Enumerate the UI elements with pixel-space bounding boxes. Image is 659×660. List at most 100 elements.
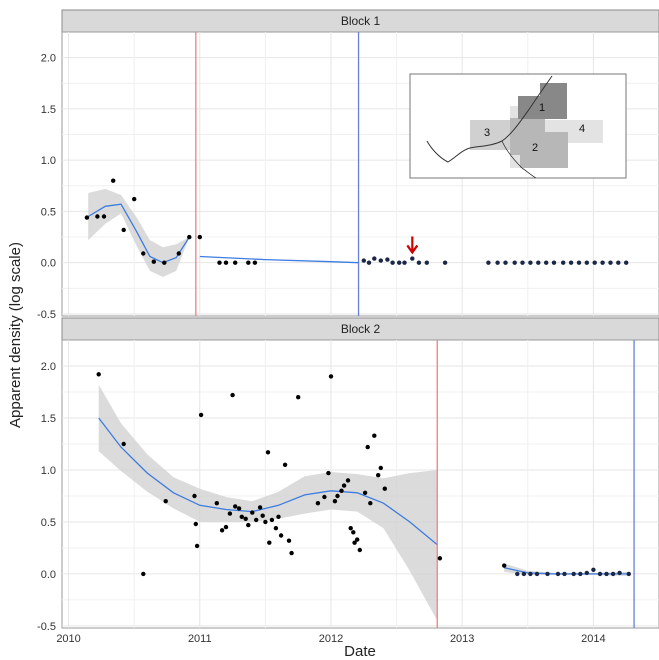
- data-point: [351, 530, 356, 535]
- data-point: [397, 260, 402, 265]
- data-point: [437, 556, 443, 561]
- data-point: [528, 260, 533, 265]
- data-point: [366, 260, 372, 265]
- data-point: [267, 540, 272, 545]
- data-point: [365, 444, 370, 450]
- facet-title: Block 2: [341, 322, 381, 336]
- data-point: [562, 571, 567, 577]
- data-point: [328, 374, 334, 379]
- smooth-fit-line: [87, 203, 359, 264]
- facet-panels: Block 1 -0.5 0.0 0.5 1.0 1.5 2.0 1 2 3 4 Block 2 -0.…: [37, 9, 659, 633]
- x-tick-label: 2014: [581, 633, 605, 645]
- inset-boundary: [501, 140, 537, 179]
- data-point: [269, 517, 275, 523]
- data-point: [591, 567, 596, 572]
- data-point: [162, 260, 167, 265]
- data-point: [141, 571, 146, 577]
- data-point: [376, 473, 381, 478]
- data-point: [551, 260, 557, 265]
- data-point: [246, 522, 251, 528]
- data-point: [534, 571, 540, 577]
- data-point: [239, 514, 244, 519]
- data-point: [410, 256, 415, 261]
- data-point: [265, 450, 271, 455]
- data-point: [345, 478, 351, 483]
- data-point: [223, 524, 229, 530]
- data-point: [101, 214, 107, 219]
- data-point: [315, 501, 321, 506]
- data-point: [254, 517, 259, 523]
- data-point: [132, 196, 137, 202]
- y-axis-title: Apparent density (log scale): [7, 242, 24, 428]
- data-point: [250, 510, 255, 515]
- data-point: [276, 514, 281, 519]
- data-point: [141, 251, 146, 256]
- data-point: [571, 571, 576, 577]
- inset-zone-label: 2: [532, 142, 538, 154]
- data-point: [236, 506, 242, 511]
- data-point: [296, 395, 301, 400]
- data-point: [282, 462, 288, 467]
- data-point: [151, 259, 156, 264]
- facet-panel: Block 1 -0.5 0.0 0.5 1.0 1.5 2.0 1 2 3 4: [37, 9, 659, 321]
- data-point: [223, 260, 229, 265]
- data-point: [385, 257, 390, 262]
- data-point: [260, 513, 265, 518]
- data-point: [503, 260, 508, 265]
- y-tick-label: 1.5: [41, 104, 56, 116]
- data-point: [604, 571, 609, 577]
- data-point: [568, 260, 574, 265]
- data-point: [576, 260, 582, 265]
- facet-panel: Block 2 -0.5 0.0 0.5 1.0 1.5 2.0: [37, 317, 659, 633]
- y-tick-label: 0.5: [41, 517, 56, 529]
- data-point: [348, 526, 353, 531]
- data-point: [495, 260, 500, 265]
- data-point: [341, 483, 347, 488]
- data-point: [378, 465, 383, 471]
- x-axis-ticks: 2010 2011 2012 2013 2014: [56, 633, 605, 645]
- x-tick-label: 2010: [56, 633, 80, 645]
- data-point: [617, 570, 622, 576]
- inset-coastline: [426, 75, 553, 163]
- data-point: [402, 260, 407, 265]
- data-point: [233, 260, 238, 265]
- data-point: [192, 493, 197, 499]
- data-point: [608, 260, 613, 265]
- data-point: [416, 260, 422, 265]
- data-point: [368, 501, 373, 506]
- data-point: [372, 256, 377, 261]
- data-point: [326, 470, 331, 476]
- data-point: [512, 260, 517, 265]
- data-point: [600, 260, 605, 265]
- data-point: [616, 260, 621, 265]
- y-axis-title-group: Apparent density (log scale): [7, 242, 24, 428]
- data-point: [230, 392, 235, 398]
- data-point: [217, 260, 222, 265]
- data-point: [273, 526, 279, 531]
- data-point: [486, 260, 491, 265]
- data-point: [536, 260, 541, 265]
- y-tick-label: -0.5: [37, 621, 56, 633]
- data-point: [278, 533, 284, 538]
- data-point: [227, 511, 233, 516]
- y-tick-label: 0.0: [41, 258, 56, 270]
- data-point: [592, 260, 597, 265]
- y-tick-label: 0.5: [41, 206, 56, 218]
- data-point: [544, 260, 549, 265]
- annotation-arrow-head: [406, 244, 419, 255]
- data-point: [357, 547, 362, 553]
- inset-zone-1: [518, 83, 567, 119]
- data-point: [339, 488, 344, 493]
- y-tick-label: 2.0: [41, 53, 56, 65]
- confidence-band: [88, 188, 190, 277]
- data-point: [176, 251, 181, 256]
- data-point: [121, 441, 126, 447]
- data-point: [382, 486, 387, 491]
- data-point: [332, 499, 338, 504]
- y-tick-label: 1.0: [41, 465, 56, 477]
- data-point: [597, 571, 603, 577]
- inset-zone-label: 3: [484, 127, 490, 139]
- data-point: [289, 550, 294, 556]
- data-point: [578, 571, 583, 577]
